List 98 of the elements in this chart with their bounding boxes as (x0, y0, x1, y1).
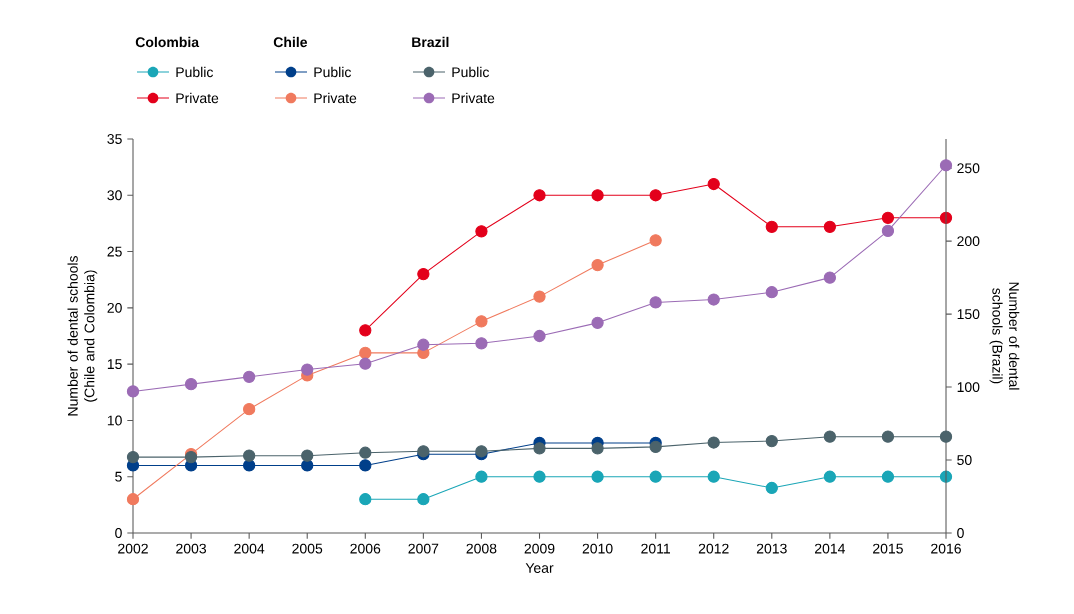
point (359, 357, 372, 370)
point (765, 481, 778, 495)
point (126, 493, 140, 506)
text: Brazil (412, 36, 449, 48)
point (475, 337, 488, 350)
y-tick-label: 0 (115, 528, 122, 538)
text: Colombia (135, 36, 200, 48)
point (765, 286, 778, 299)
legend-label: Private (314, 92, 357, 104)
point (823, 470, 837, 483)
point (184, 378, 198, 391)
legend-label: Public (452, 66, 490, 78)
point (126, 385, 140, 398)
point (475, 225, 488, 238)
x-tick-label: 2009 (524, 543, 555, 554)
point (707, 293, 720, 306)
point (533, 189, 546, 202)
point (649, 470, 662, 483)
point (823, 220, 837, 233)
point (591, 316, 604, 330)
y-tick-label: 30 (107, 190, 122, 201)
legend-label: Private (452, 92, 495, 104)
y2-tick-label: 200 (957, 236, 980, 247)
point (707, 470, 720, 483)
point (301, 449, 314, 462)
point (591, 189, 604, 202)
y-tick-label: 5 (115, 471, 122, 482)
text: Chile (273, 36, 308, 48)
x-tick-label: 2004 (234, 543, 265, 554)
point (707, 436, 720, 449)
point (243, 459, 256, 472)
point (359, 346, 372, 360)
x-tick-label: 2012 (698, 543, 729, 554)
legend-label: Public (314, 66, 352, 78)
point (533, 442, 546, 455)
point (359, 324, 372, 337)
point (591, 258, 604, 272)
y2-tick-label: 250 (957, 163, 980, 174)
point (881, 224, 895, 238)
point (765, 220, 778, 233)
x-tick-label: 2002 (118, 543, 148, 554)
legend-label: Public (176, 66, 214, 78)
point (417, 267, 430, 281)
point (649, 440, 662, 454)
x-tick-label: 2014 (815, 543, 846, 554)
y2-tick-label: 150 (957, 309, 980, 320)
x-tick-label: 2005 (292, 543, 323, 554)
x-tick-label: 2015 (873, 543, 903, 554)
point (707, 177, 720, 191)
x-tick-label: 2011 (641, 543, 670, 554)
x-tick-label: 2016 (931, 543, 961, 554)
point (823, 430, 837, 443)
y2-tick-label: 50 (957, 455, 972, 465)
point (533, 329, 546, 343)
x-axis-title: Year (525, 563, 554, 573)
x-tick-label: 2010 (582, 543, 613, 554)
x-tick-label: 2008 (466, 543, 497, 554)
x-tick-label: 2013 (756, 543, 787, 554)
point (359, 446, 372, 459)
point (649, 234, 662, 247)
point (649, 189, 662, 202)
x-tick-label: 2006 (350, 543, 381, 554)
point (881, 470, 895, 483)
y-axis-title: Number of dental schools (Chile and Colombia) (67, 256, 98, 416)
y-tick-label: 15 (107, 359, 122, 370)
point (823, 271, 837, 284)
point (243, 403, 256, 416)
point (126, 450, 140, 464)
y-tick-label: 35 (107, 134, 122, 144)
point (591, 470, 604, 483)
point (939, 159, 953, 172)
point (881, 430, 895, 443)
y-tick-label: 25 (107, 246, 122, 257)
point (765, 434, 778, 448)
point (243, 449, 256, 462)
point (533, 470, 546, 483)
x-tick-label: 2003 (176, 543, 207, 554)
point (939, 430, 953, 443)
point (359, 459, 372, 472)
point (243, 370, 256, 383)
point (649, 296, 662, 309)
x-tick-label: 2007 (408, 543, 439, 554)
point (881, 211, 895, 224)
point (475, 470, 488, 483)
legend-label: Private (176, 92, 219, 104)
point (301, 363, 314, 376)
point (417, 338, 430, 351)
point (591, 442, 604, 455)
point (301, 459, 314, 472)
point (475, 315, 488, 328)
point (417, 493, 430, 506)
y-tick-label: 10 (107, 415, 122, 426)
y-tick-label: 20 (107, 302, 122, 313)
point (359, 493, 372, 506)
y2-axis-title: Number of dental schools (Brazil) (989, 282, 1020, 390)
point (533, 290, 546, 303)
y2-tick-label: 100 (957, 382, 980, 393)
y2-tick-label: 0 (957, 528, 964, 538)
